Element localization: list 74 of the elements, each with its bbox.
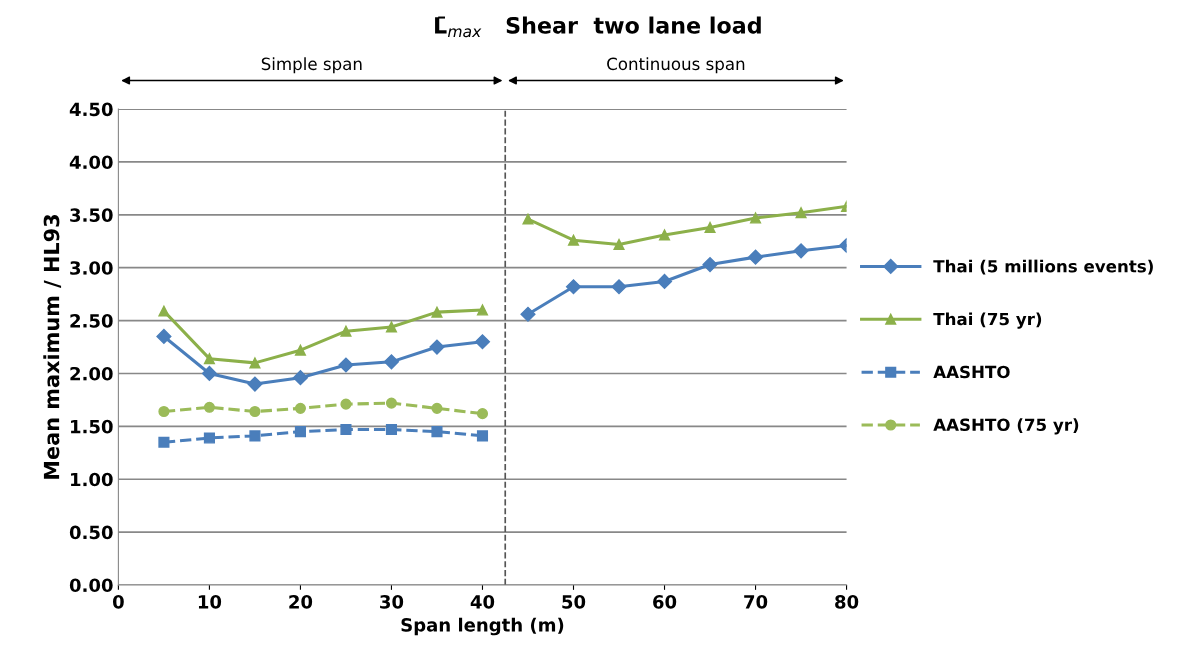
point [249,430,261,442]
legend-label: Thai (5 millions events) [933,259,1153,275]
point [249,357,261,369]
point [203,432,215,444]
point [383,354,400,370]
point [476,408,489,420]
x-axis-title: Span length (m) [401,617,564,636]
point [158,305,170,317]
point [385,321,398,333]
point [431,426,443,438]
y-tick-label: 0.00 [69,578,113,593]
point [567,234,580,246]
point [340,325,352,337]
x-tick-label: 20 [289,595,313,609]
point [429,339,445,355]
point [611,279,627,295]
point [565,279,582,295]
x-tick-label: 0 [112,595,124,609]
point [704,221,716,234]
x-tick-label: 40 [470,595,495,609]
y-tick-label: 1.50 [71,419,113,434]
legend-label: AASHTO [933,365,1010,379]
point [793,243,809,259]
x-tick-label: 30 [380,595,404,609]
point [522,213,534,225]
point [203,353,215,365]
point [656,273,673,290]
point [247,376,263,392]
point [294,402,306,414]
point [385,423,398,436]
legend-label: AASHTO (75 yr) [933,418,1079,435]
x-tick-label: 70 [744,595,768,609]
point [294,344,306,356]
text: Simple span [261,57,362,74]
y-axis-title: Mean maximum / HL93 [43,214,62,479]
point [338,357,354,373]
point [749,212,762,224]
y-tick-label: 4.50 [69,102,113,117]
point [431,402,443,414]
point [520,306,536,322]
text: Continuous span [607,57,745,74]
point [203,401,215,413]
x-tick-label: 80 [835,595,859,609]
y-tick-label: 3.50 [70,208,113,222]
x-tick-label: 60 [653,595,677,609]
y-tick-label: 1.00 [71,472,113,487]
point [658,229,671,241]
y-tick-label: 0.50 [69,525,113,540]
point [702,256,718,273]
point [476,430,489,442]
x-tick-label: 10 [198,595,222,609]
point [292,370,309,386]
point [795,207,807,219]
point [340,423,352,436]
legend-label: Thai (75 yr) [933,312,1042,329]
y-tick-label: 2.50 [70,314,113,328]
point [294,426,306,438]
point [747,249,764,265]
point [340,398,352,410]
chart-title: L̄$_{max}$ Shear two lane load [435,16,761,38]
point [613,238,625,250]
point [156,328,172,345]
point [385,397,398,409]
point [474,334,491,350]
y-tick-label: 3.00 [70,261,113,275]
point [431,306,443,318]
point [158,436,170,448]
point [249,405,261,418]
y-tick-label: 4.00 [69,155,113,170]
point [476,304,489,316]
x-tick-label: 50 [562,595,586,609]
point [158,405,170,418]
point [201,365,217,382]
y-tick-label: 2.00 [70,366,113,381]
